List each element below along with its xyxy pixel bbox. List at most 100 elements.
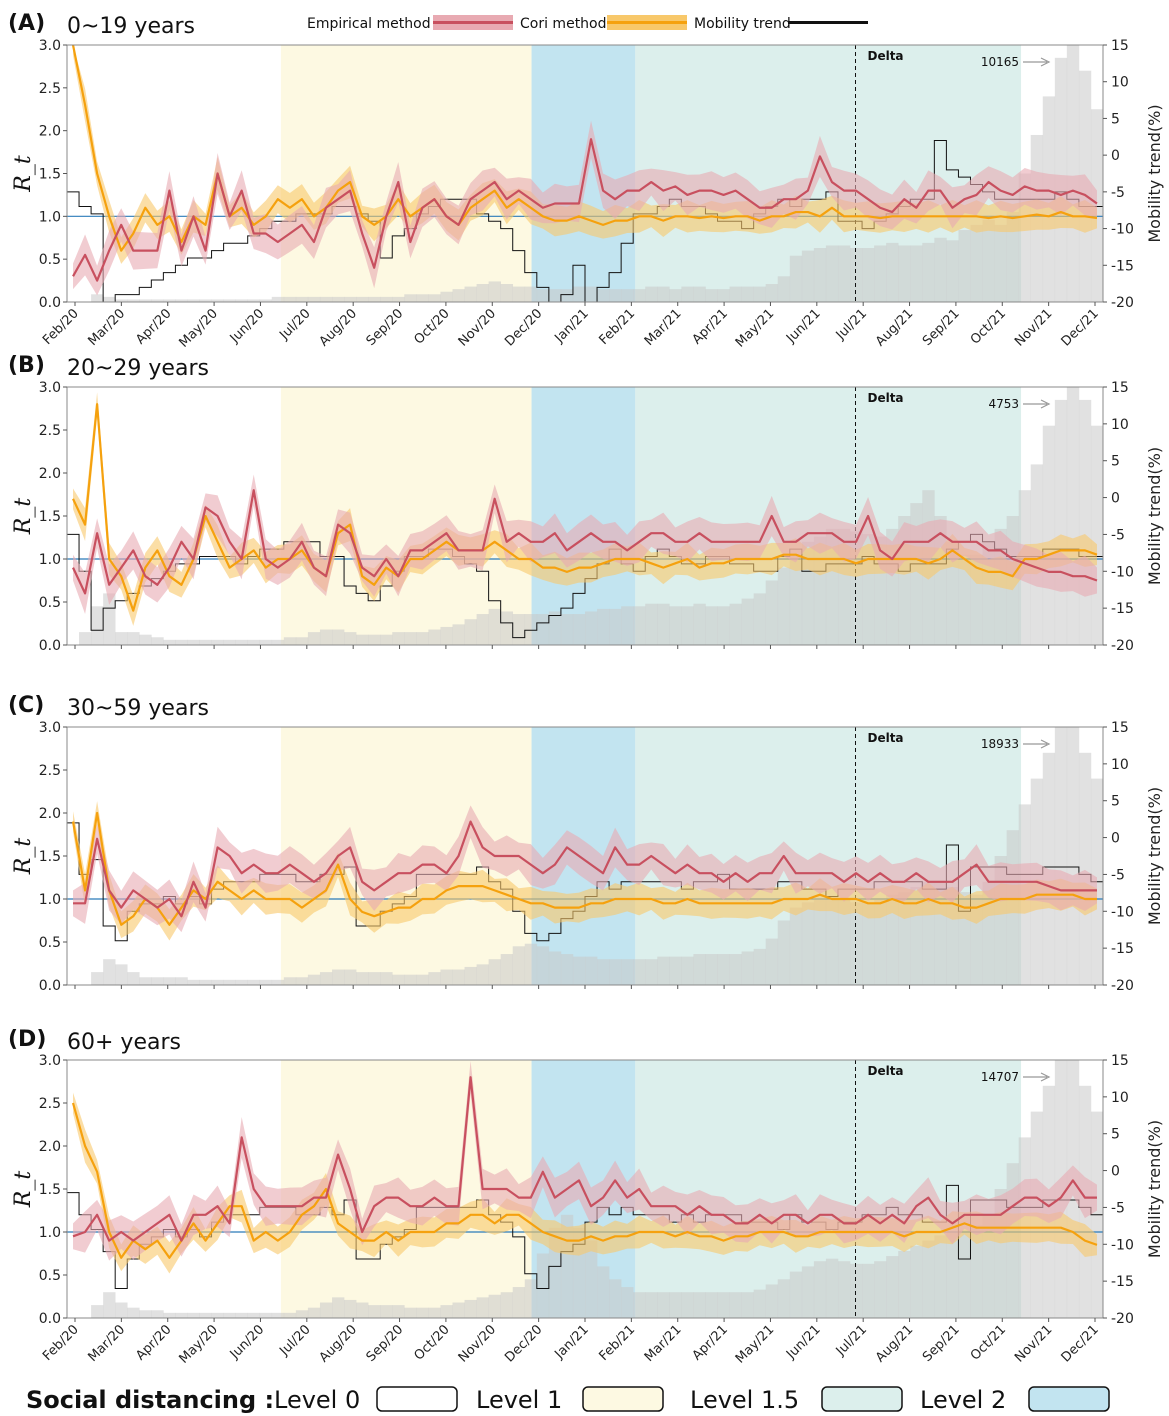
x-tick-label: Mar/21 [642,306,685,349]
case-bar [464,619,477,645]
y2-tick-label: 0 [1111,148,1120,164]
case-bar [946,240,959,302]
y2-tick-label: 0 [1111,1164,1120,1180]
arrow-icon [1023,399,1051,409]
case-bar [392,632,405,645]
case-bar [488,281,501,302]
case-bar [645,286,658,302]
bottom-legend: Social distancing : Level 0 Level 1 Leve… [26,1386,1110,1414]
case-bar [211,979,224,985]
x-tick-label: Oct/20 [411,1322,452,1363]
y-tick-label: 1.5 [39,1182,61,1198]
case-bar [139,977,152,985]
y2-tick-label: 5 [1111,794,1120,810]
case-bar [585,956,598,985]
case-bar [235,1312,248,1318]
case-bar [898,245,911,302]
y-axis-title: R_t [11,838,36,876]
case-bar [813,899,827,985]
case-bar [295,977,309,985]
case-bar [295,637,309,645]
case-bar [946,1232,959,1318]
case-bar [127,972,140,985]
x-tick-label: Sep/21 [920,306,963,349]
case-bar [1090,425,1104,645]
case-bar [91,1305,104,1318]
y2-tick-label: -15 [1111,258,1134,274]
case-bar [693,1292,706,1318]
y2-tick-label: -5 [1111,527,1125,543]
case-bar [404,294,417,302]
case-bar [1078,399,1092,645]
empirical-method-line [72,1076,1097,1242]
case-bar [476,1297,489,1318]
case-bar [777,276,791,302]
y2-tick-label: -5 [1111,185,1125,201]
case-bar [874,245,887,302]
case-bar [416,1307,429,1318]
case-bar [837,1261,851,1318]
case-bar [404,632,417,645]
case-bar [271,979,285,985]
case-bar [127,299,140,302]
y-tick-label: 2.0 [39,1139,61,1155]
case-bar [440,1305,453,1318]
y-tick-label: 2.5 [39,763,61,779]
case-bar [368,972,381,985]
case-bar [729,286,742,302]
case-bar [488,959,501,985]
y-tick-label: 0.5 [39,252,61,268]
y2-tick-label: 15 [1111,1053,1129,1069]
x-tick-label: Feb/21 [597,1322,639,1364]
case-bar [440,291,453,302]
case-bar [283,637,297,645]
case-bar [175,977,188,985]
case-bar [368,296,381,302]
case-bar [609,959,622,985]
case-bar [572,286,586,302]
case-bar [633,606,646,645]
case-bar [1078,752,1092,985]
y2-tick-label: -10 [1111,222,1134,238]
case-bar [681,956,694,985]
x-tick-label: Jan/21 [552,306,592,346]
case-bar [319,296,333,302]
x-tick-label: Apr/21 [690,1322,731,1363]
case-bar [753,1289,766,1318]
case-bar [597,289,610,302]
case-bar [524,1279,538,1318]
case-bar [572,614,586,645]
case-bar [307,296,321,302]
y2-tick-label: 5 [1111,454,1120,470]
arrow-icon [1023,739,1051,749]
case-bar [91,606,104,645]
case-bar [536,946,550,985]
level2-swatch [1028,1386,1110,1412]
y2-tick-label: -20 [1111,638,1134,654]
case-bar [163,639,176,645]
case-bar [428,629,441,645]
case-bar [307,974,321,985]
case-bar [681,1292,694,1318]
y2-tick-label: 5 [1111,111,1120,127]
social-distancing-title: Social distancing : [26,1386,274,1414]
x-tick-label: Apr/21 [690,306,731,347]
case-bar [356,634,369,645]
y-tick-label: 1.0 [39,552,61,568]
case-bar [319,629,333,645]
y2-tick-label: -5 [1111,1200,1125,1216]
case-bar [464,286,477,302]
case-bar [633,289,646,302]
y2-tick-label: -10 [1111,1237,1134,1253]
case-bar [416,294,429,302]
x-tick-label: Jan/21 [552,1322,592,1362]
case-bar [139,1310,152,1318]
case-bar [777,567,791,645]
case-bar [452,624,465,645]
case-bar [657,1292,670,1318]
case-bar [609,608,622,645]
case-bar [1066,45,1080,302]
case-bar [283,296,297,302]
case-bar [380,972,393,985]
